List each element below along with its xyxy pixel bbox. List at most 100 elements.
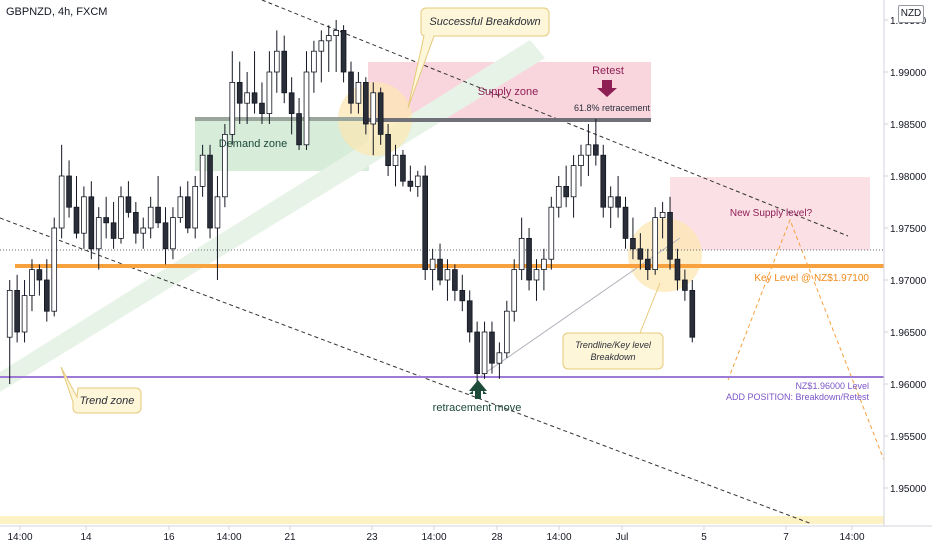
candle[interactable]	[555, 176, 562, 218]
lower-trendline[interactable]	[0, 217, 813, 525]
candle[interactable]	[385, 124, 391, 176]
candle[interactable]	[259, 82, 265, 124]
candle[interactable]	[36, 264, 43, 296]
successful-breakdown-callout[interactable]: Successful Breakdown	[407, 7, 550, 109]
candle[interactable]	[615, 176, 621, 218]
candle[interactable]	[133, 202, 139, 244]
candle[interactable]	[355, 72, 362, 114]
candle[interactable]	[214, 176, 221, 280]
candle[interactable]	[437, 243, 443, 286]
candle[interactable]	[511, 259, 518, 322]
candle[interactable]	[296, 98, 302, 150]
candle[interactable]	[266, 51, 273, 124]
candle[interactable]	[652, 207, 659, 275]
candle[interactable]	[689, 280, 696, 343]
candle[interactable]	[273, 30, 280, 93]
candle[interactable]	[466, 290, 473, 343]
candle[interactable]	[155, 176, 161, 228]
candle[interactable]	[325, 25, 332, 72]
candle[interactable]	[481, 321, 488, 379]
candle[interactable]	[147, 196, 154, 239]
candle[interactable]	[281, 35, 288, 104]
candle[interactable]	[192, 176, 199, 239]
candle[interactable]	[600, 144, 607, 218]
candle[interactable]	[58, 144, 65, 239]
candle[interactable]	[73, 176, 80, 239]
candle[interactable]	[659, 202, 666, 239]
candle[interactable]	[125, 181, 132, 218]
candle[interactable]	[682, 269, 688, 301]
trend-zone-callout[interactable]: Trend zone	[60, 366, 142, 414]
candle[interactable]	[348, 61, 354, 114]
currency-badge[interactable]: NZD	[898, 5, 924, 23]
candle[interactable]	[288, 77, 295, 135]
candle[interactable]	[236, 61, 243, 124]
candle[interactable]	[81, 186, 87, 249]
x-axis[interactable]: 14:00 14 16 14:00 21 23 14:00 28 14:00 Jul 5 7 14:00	[7, 526, 865, 543]
candle[interactable]	[563, 165, 569, 208]
candle[interactable]	[303, 51, 310, 150]
candle[interactable]	[622, 196, 629, 249]
candle[interactable]	[459, 274, 466, 312]
candle[interactable]	[496, 342, 503, 379]
candle[interactable]	[392, 144, 399, 187]
candle[interactable]	[170, 207, 176, 260]
candle[interactable]	[199, 144, 206, 197]
candle[interactable]	[21, 280, 28, 343]
candle[interactable]	[444, 259, 451, 301]
candle[interactable]	[637, 233, 644, 270]
candle[interactable]	[6, 280, 13, 384]
candle[interactable]	[162, 207, 169, 265]
candle[interactable]	[503, 300, 510, 358]
candle[interactable]	[644, 248, 651, 280]
candle[interactable]	[407, 165, 414, 192]
trendline-breakdown-callout[interactable]: Trendline/Key level Breakdown	[562, 282, 664, 370]
candle[interactable]	[363, 77, 369, 135]
candle[interactable]	[585, 124, 592, 176]
candle[interactable]	[533, 259, 540, 301]
candle[interactable]	[548, 196, 555, 270]
candle[interactable]	[541, 248, 547, 291]
candle[interactable]	[43, 259, 50, 322]
candle[interactable]	[140, 217, 147, 249]
candle[interactable]	[222, 124, 228, 208]
candle[interactable]	[340, 25, 347, 83]
candle[interactable]	[333, 20, 339, 72]
candle[interactable]	[429, 248, 436, 291]
candle[interactable]	[452, 264, 458, 301]
candle[interactable]	[607, 186, 614, 228]
candle[interactable]	[244, 72, 250, 124]
candle[interactable]	[370, 82, 377, 156]
candle[interactable]	[251, 51, 258, 114]
candle[interactable]	[489, 321, 495, 374]
candle[interactable]	[578, 144, 584, 187]
candle[interactable]	[110, 202, 117, 249]
candle[interactable]	[674, 248, 681, 291]
candle[interactable]	[414, 170, 421, 197]
candle[interactable]	[95, 207, 102, 270]
candle[interactable]	[177, 186, 184, 223]
candle[interactable]	[474, 321, 480, 384]
candle[interactable]	[667, 196, 673, 270]
candle[interactable]	[51, 217, 58, 317]
candle[interactable]	[526, 228, 532, 291]
candle[interactable]	[518, 217, 525, 280]
candle[interactable]	[311, 40, 317, 93]
candle[interactable]	[184, 181, 191, 234]
candle[interactable]	[318, 30, 325, 83]
candle[interactable]	[103, 196, 109, 239]
candle[interactable]	[630, 217, 636, 260]
candle[interactable]	[29, 259, 35, 312]
candle[interactable]	[400, 150, 406, 187]
candle[interactable]	[14, 274, 20, 343]
candle[interactable]	[118, 186, 124, 244]
candle[interactable]	[377, 87, 384, 145]
y-axis[interactable]: 1.995001.990001.985001.980001.975001.970…	[884, 16, 927, 495]
candle[interactable]	[207, 144, 213, 239]
candle[interactable]	[88, 181, 95, 260]
candle[interactable]	[570, 155, 577, 218]
candle[interactable]	[66, 160, 72, 218]
candle[interactable]	[593, 118, 599, 166]
candle[interactable]	[422, 165, 429, 280]
